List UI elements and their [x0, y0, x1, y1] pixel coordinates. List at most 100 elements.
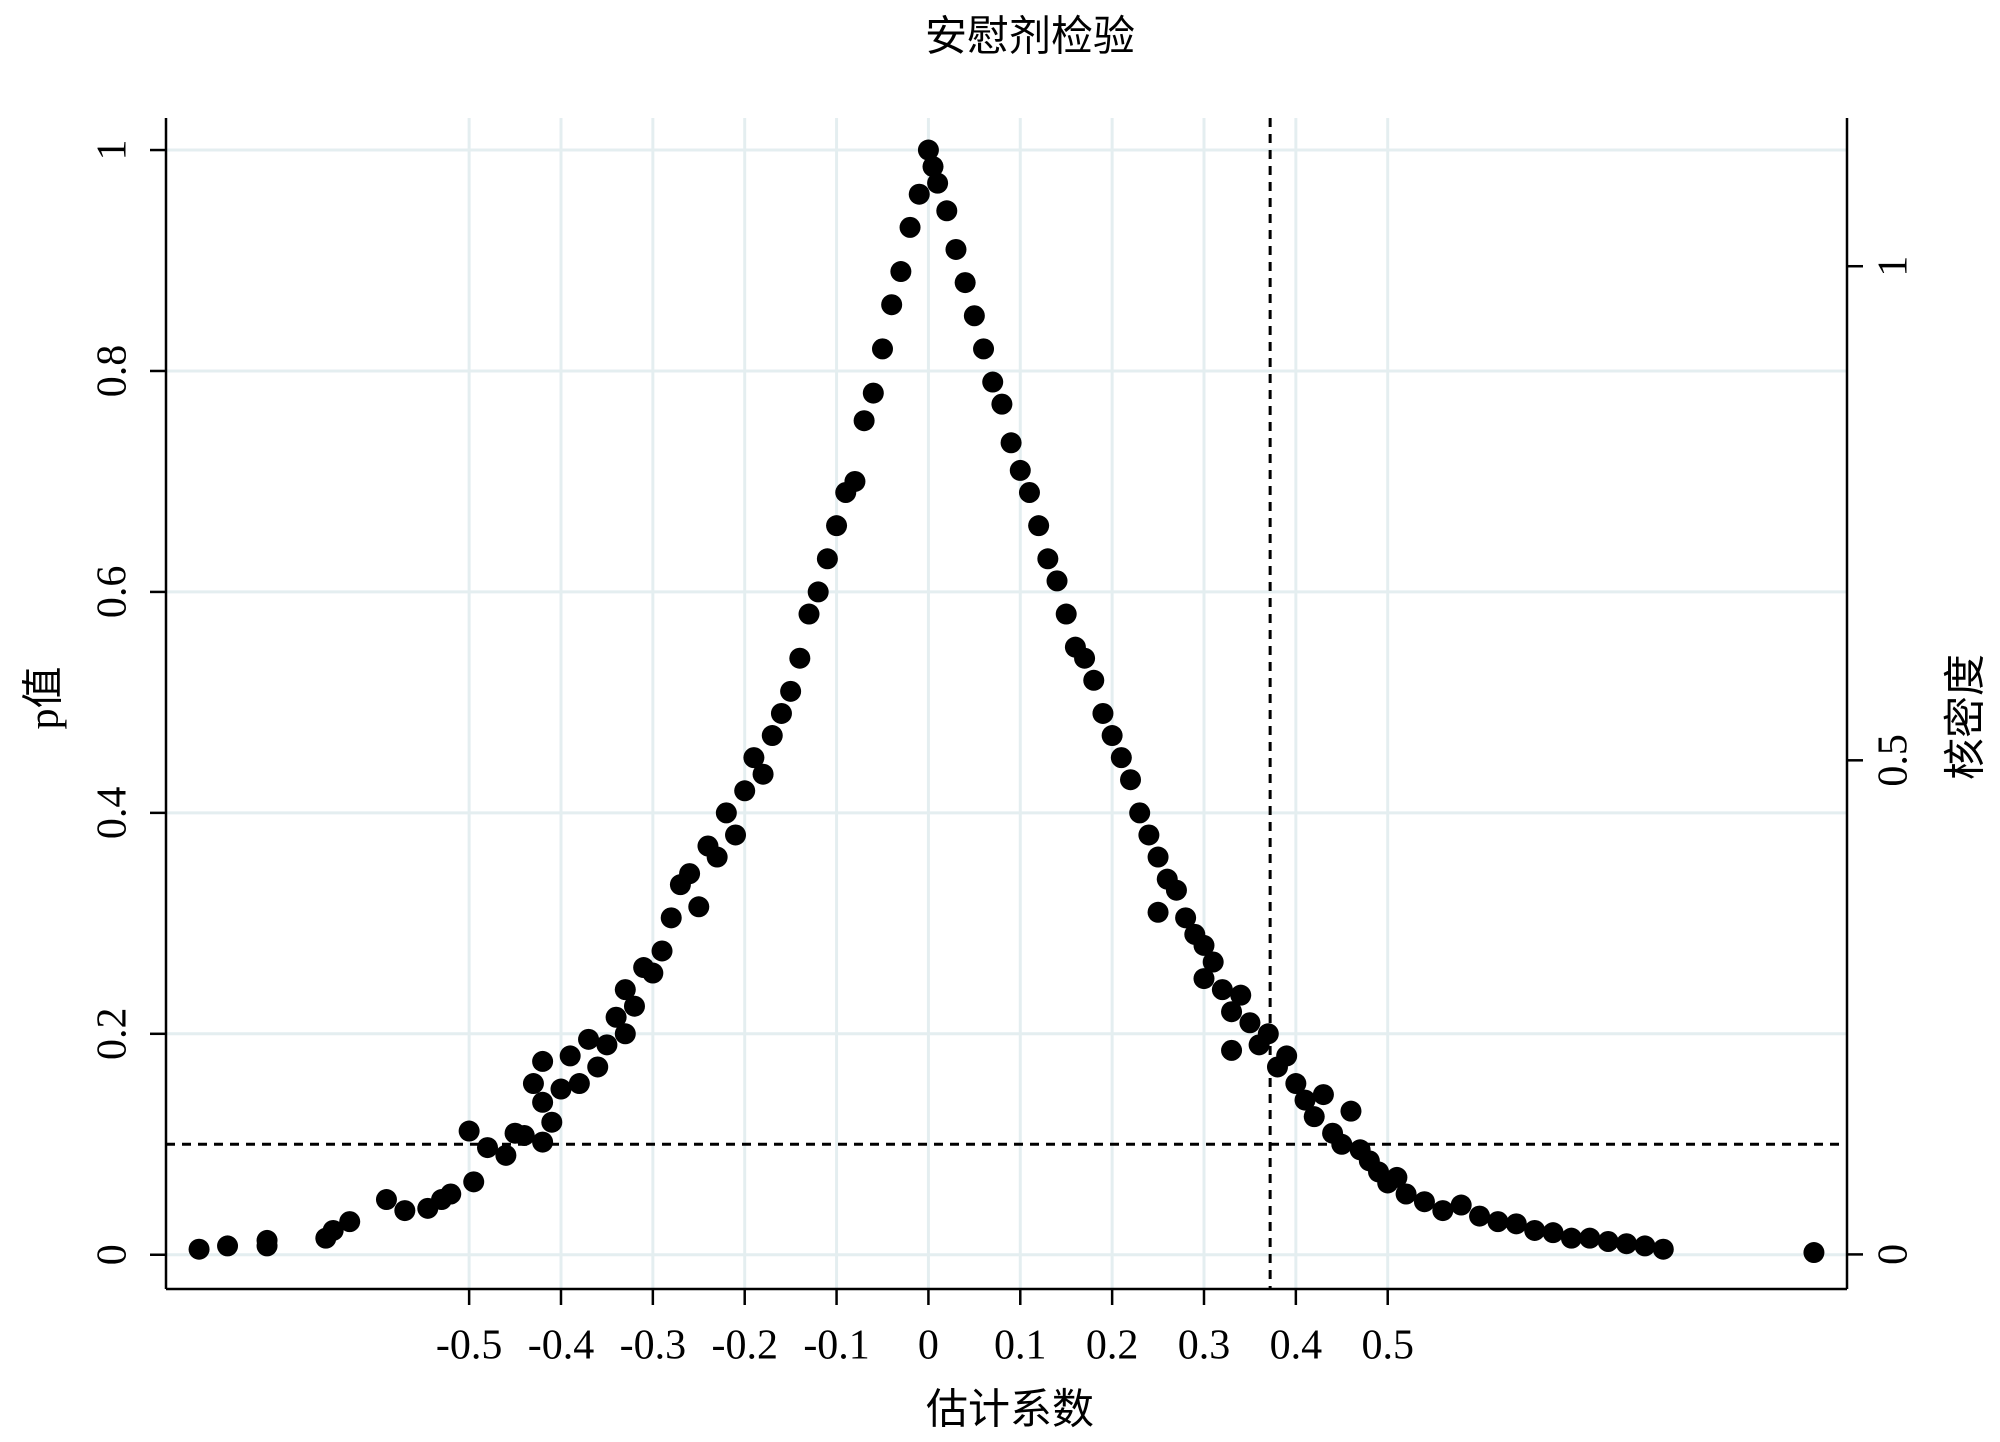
point [922, 156, 944, 178]
point [1202, 951, 1224, 973]
point [587, 1056, 609, 1078]
point [789, 647, 811, 669]
point [1037, 548, 1059, 570]
point [1560, 1227, 1582, 1249]
x-tick-label: 0.3 [1178, 1323, 1231, 1369]
y-tick-label: 0.4 [90, 787, 136, 840]
point [1018, 481, 1040, 503]
point [770, 702, 792, 724]
x-tick-label: 0.4 [1270, 1323, 1323, 1369]
point [1340, 1100, 1362, 1122]
point [991, 393, 1013, 415]
point [706, 846, 728, 868]
point [463, 1171, 485, 1193]
point [458, 1120, 480, 1142]
point [1413, 1191, 1435, 1213]
point [1221, 1039, 1243, 1061]
point [725, 824, 747, 846]
point [1395, 1183, 1417, 1205]
point [890, 261, 912, 283]
x-tick-label: 0 [918, 1323, 939, 1369]
point [1138, 824, 1160, 846]
point [532, 1050, 554, 1072]
point [1239, 1012, 1261, 1034]
x-tick-label: 0.5 [1361, 1323, 1414, 1369]
point [1616, 1233, 1638, 1255]
point [752, 763, 774, 785]
point [541, 1111, 563, 1133]
point [322, 1219, 344, 1241]
y-tick-label: 1 [90, 140, 136, 161]
point [743, 747, 765, 769]
point [440, 1183, 462, 1205]
point [1046, 570, 1068, 592]
point [1074, 647, 1096, 669]
point [1285, 1073, 1307, 1095]
point [982, 371, 1004, 393]
point [375, 1189, 397, 1211]
point [1505, 1213, 1527, 1235]
point [1276, 1045, 1298, 1067]
y2-tick-label: 0 [1871, 1244, 1917, 1265]
point [798, 603, 820, 625]
point [513, 1124, 535, 1146]
point [927, 172, 949, 194]
x-tick-label: -0.3 [620, 1323, 687, 1369]
point [853, 410, 875, 432]
x-axis-label: 估计系数 [926, 1388, 1094, 1434]
y2-tick-label: 0.5 [1871, 734, 1917, 787]
y-tick-label: 0.6 [90, 566, 136, 619]
point [1579, 1227, 1601, 1249]
point [871, 338, 893, 360]
point [596, 1034, 618, 1056]
point [532, 1131, 554, 1153]
point [963, 305, 985, 327]
point [1083, 669, 1105, 691]
point [1230, 984, 1252, 1006]
point [1469, 1205, 1491, 1227]
y-tick-label: 0.2 [90, 1008, 136, 1061]
point [1542, 1222, 1564, 1244]
point [605, 1006, 627, 1028]
point [522, 1073, 544, 1095]
chart-title: 安慰剂检验 [925, 14, 1135, 61]
point [1110, 747, 1132, 769]
point [623, 995, 645, 1017]
point [1331, 1133, 1353, 1155]
point [660, 907, 682, 929]
y-tick-label: 0.8 [90, 345, 136, 398]
point [1193, 968, 1215, 990]
point [1175, 907, 1197, 929]
y2-axis-label: 核密度 [1943, 654, 1990, 780]
point [1101, 725, 1123, 747]
point [1450, 1194, 1472, 1216]
point [973, 338, 995, 360]
x-tick-label: -0.5 [436, 1323, 503, 1369]
point [1597, 1230, 1619, 1252]
point [1055, 603, 1077, 625]
point [862, 382, 884, 404]
point [881, 294, 903, 316]
point [715, 802, 737, 824]
point [1092, 702, 1114, 724]
point [578, 1028, 600, 1050]
point [761, 725, 783, 747]
x-tick-label: 0.1 [994, 1323, 1047, 1369]
x-tick-label: -0.2 [711, 1323, 778, 1369]
y2-tick-label: 1 [1871, 256, 1917, 277]
point [559, 1045, 581, 1067]
point [1294, 1089, 1316, 1111]
point [679, 863, 701, 885]
x-tick-label: -0.4 [528, 1323, 595, 1369]
point [945, 238, 967, 260]
x-tick-label: 0.2 [1086, 1323, 1139, 1369]
point [394, 1200, 416, 1222]
point [1634, 1235, 1656, 1257]
point [1303, 1106, 1325, 1128]
point [688, 896, 710, 918]
point [954, 272, 976, 294]
point [614, 1023, 636, 1045]
point [217, 1235, 239, 1257]
point [734, 780, 756, 802]
